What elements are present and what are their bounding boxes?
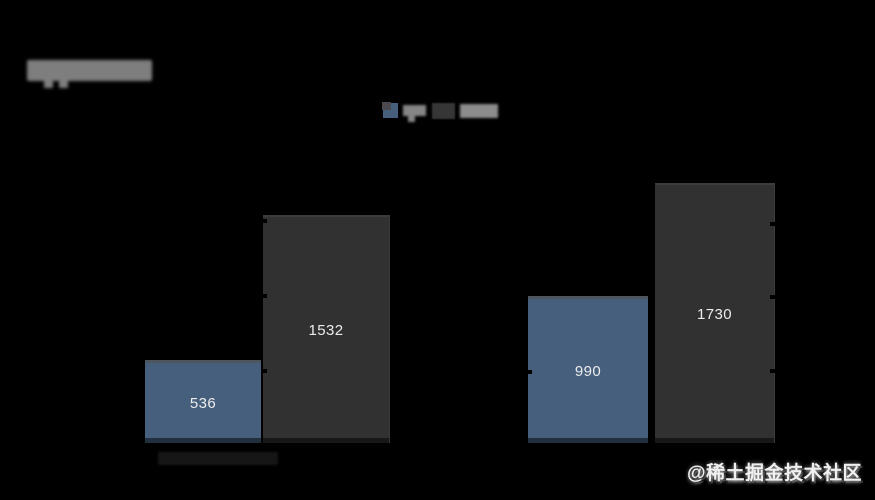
x-axis-category-label-blurred xyxy=(158,452,278,465)
gridline-notch xyxy=(261,369,267,373)
bar-series2-group2[interactable]: 1730 xyxy=(655,183,776,443)
legend-label-series2-blurred[interactable] xyxy=(460,104,498,118)
bar-series2-group1[interactable]: 1532 xyxy=(261,215,390,443)
legend-label-descender xyxy=(408,116,415,122)
bar-series1-group1[interactable]: 536 xyxy=(145,360,261,443)
gridline-notch xyxy=(770,369,776,373)
chart-title-blurred xyxy=(27,60,157,90)
gridline-notch xyxy=(770,295,776,299)
legend-label-series1-blurred[interactable] xyxy=(403,105,426,122)
gridline-notch xyxy=(526,370,532,374)
gridline-notch xyxy=(770,222,776,226)
chart-title-blob-descender xyxy=(59,79,68,88)
legend xyxy=(381,101,506,125)
bar-series1-group2[interactable]: 990 xyxy=(526,296,648,443)
bar-value-label: 990 xyxy=(574,362,602,380)
bar-value-label: 1730 xyxy=(697,305,732,323)
gridline-notch xyxy=(261,294,267,298)
legend-marker-series1-corner xyxy=(382,102,391,110)
bar-value-label: 536 xyxy=(189,394,217,412)
gridline-notch xyxy=(261,219,267,223)
bar-value-label: 1532 xyxy=(308,321,344,339)
legend-marker-series1[interactable] xyxy=(382,102,398,118)
chart-title-blob xyxy=(27,60,152,81)
watermark: @稀土掘金技术社区 xyxy=(686,463,862,484)
chart-title-blob-descender xyxy=(44,79,53,88)
legend-marker-series2[interactable] xyxy=(432,103,455,119)
